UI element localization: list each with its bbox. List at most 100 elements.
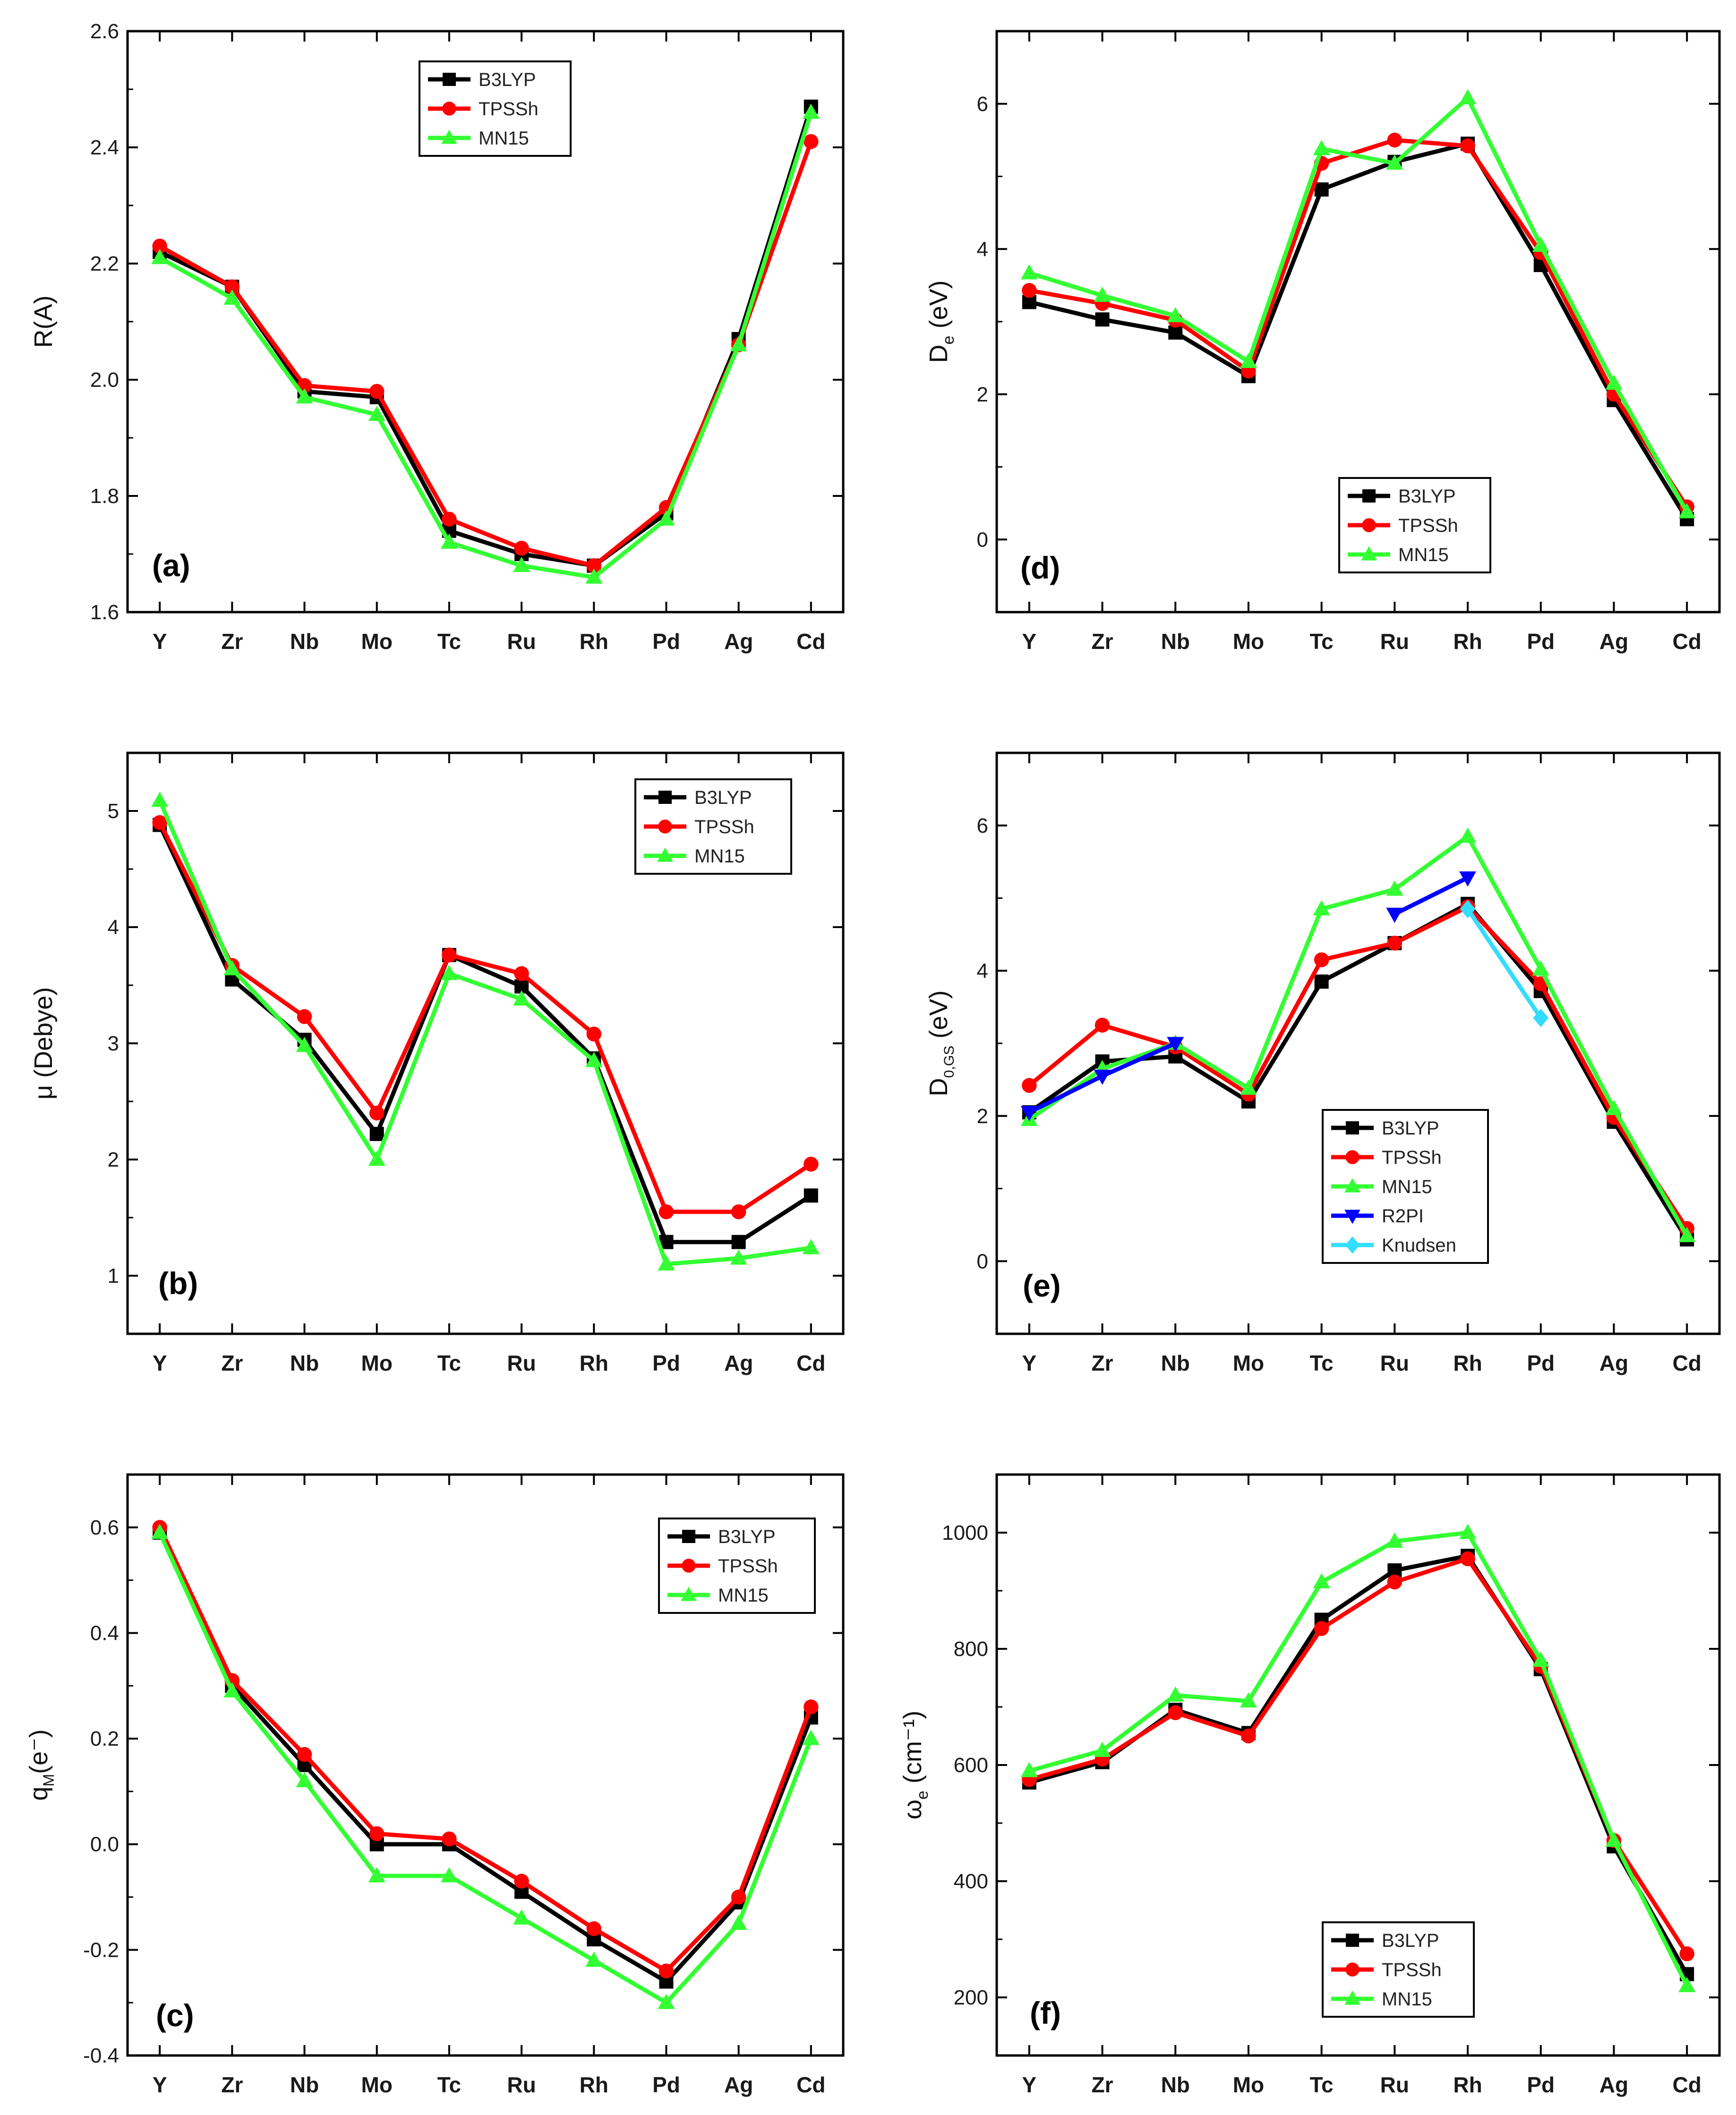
- data-point-tpssh: [1460, 1551, 1475, 1567]
- y-tick-label: 6: [977, 93, 988, 116]
- x-tick-label: Pd: [652, 1351, 680, 1375]
- legend-label-mn15: MN15: [479, 128, 529, 149]
- series-line-tpssh: [158, 141, 813, 568]
- panel-d-legend: B3LYP TPSSh MN15: [1338, 477, 1491, 573]
- legend-label-mn15: MN15: [1382, 1177, 1432, 1197]
- series-line-tpssh: [158, 1526, 813, 1973]
- data-point-tpssh: [297, 1009, 312, 1024]
- data-point-mn15: [802, 1730, 820, 1745]
- y-tick-label: 0.6: [90, 1516, 119, 1539]
- data-point-tpssh: [442, 947, 457, 963]
- legend-marker-b3lyp: [1362, 489, 1376, 503]
- data-point-mn15: [1459, 1524, 1477, 1539]
- y-tick-label: 0.0: [90, 1833, 119, 1856]
- y-tick-label: 5: [108, 800, 119, 823]
- data-point-tpssh: [152, 815, 167, 830]
- y-tick-label: 2.2: [90, 252, 119, 275]
- y-tick-label: 1.8: [90, 485, 119, 508]
- series-mn15: [151, 1524, 820, 2009]
- x-tick-label: Rh: [580, 629, 608, 654]
- data-point-mn15: [368, 1151, 385, 1166]
- data-point-tpssh: [369, 1105, 385, 1121]
- panel-d-y-axis-label-sub: e: [940, 336, 958, 345]
- data-point-r2pi: [1167, 1037, 1184, 1052]
- panel-f-y-axis-label-main: ω: [898, 1799, 927, 1819]
- x-tick-label: Cd: [796, 629, 825, 654]
- data-point-tpssh: [804, 134, 819, 149]
- x-tick-label: Y: [153, 2072, 167, 2097]
- x-tick-label: Tc: [437, 1351, 461, 1375]
- data-point-mn15: [1094, 1741, 1111, 1757]
- data-point-mn15: [1020, 264, 1038, 280]
- data-point-mn15: [440, 964, 458, 980]
- data-point-tpssh: [224, 279, 240, 294]
- panel-d-series: [1020, 89, 1696, 527]
- legend-label-b3lyp: B3LYP: [1382, 1930, 1439, 1951]
- x-tick-label: Ag: [724, 1351, 753, 1375]
- panel-a-legend: B3LYP TPSSh MN15: [419, 60, 572, 157]
- data-point-tpssh: [442, 1831, 457, 1847]
- data-point-r2pi: [1094, 1069, 1111, 1085]
- y-tick-label: 4: [108, 916, 119, 939]
- panel-c-y-axis-label-sub: M: [40, 1774, 57, 1787]
- y-tick-label: 2: [977, 1105, 988, 1128]
- y-tick-label: 2.0: [90, 368, 119, 392]
- data-point-mn15: [296, 388, 313, 404]
- series-line-b3lyp: [1028, 141, 1689, 520]
- series-line-tpssh: [158, 821, 812, 1214]
- series-r2pi: [1020, 871, 1477, 1121]
- data-point-mn15: [658, 510, 675, 526]
- panel-c-ticks: -0.4 -0.2 0.0 0.2 0.4 0.6 Y Zr Nb Mo Tc Ru Rh Pd Ag Cd: [83, 1475, 843, 2097]
- series-mn15: [1020, 1524, 1696, 1992]
- panel-c-y-axis-label-main: q: [25, 1787, 53, 1801]
- data-point-tpssh: [1168, 1705, 1183, 1721]
- legend-label-tpssh: TPSSh: [1382, 1147, 1442, 1168]
- legend-label-mn15: MN15: [694, 846, 745, 867]
- x-tick-label: Nb: [290, 1351, 319, 1375]
- panel-c-tag: (c): [156, 1998, 194, 2033]
- data-point-mn15: [585, 568, 603, 584]
- legend-label-tpssh: TPSSh: [1398, 515, 1458, 536]
- legend-marker-mn15: [1344, 1990, 1360, 2005]
- data-point-tpssh: [586, 1921, 602, 1936]
- series-line-tpssh: [1029, 138, 1689, 508]
- panel-d-tag: (d): [1020, 550, 1060, 585]
- data-point-b3lyp: [1314, 974, 1329, 989]
- data-point-tpssh: [1022, 283, 1037, 298]
- data-point-mn15: [368, 1867, 385, 1883]
- x-tick-label: Y: [1022, 2072, 1037, 2097]
- legend-marker-b3lyp: [658, 791, 672, 804]
- data-point-mn15: [1678, 1977, 1696, 1992]
- legend-label-mn15: MN15: [1382, 1989, 1432, 2010]
- data-point-tpssh: [442, 512, 457, 527]
- series-line-knudsen: [1466, 908, 1543, 1019]
- panel-f-y-axis-label-unit: (cm⁻¹): [898, 1711, 927, 1791]
- data-point-mn15: [730, 336, 747, 351]
- data-point-mn15: [1313, 140, 1330, 155]
- data-point-tpssh: [1387, 936, 1402, 951]
- x-tick-label: Ru: [1380, 1351, 1409, 1375]
- panel-e-ticks: 0 2 4 6 Y Zr Nb Mo Tc Ru Rh Pd Ag Cd: [977, 753, 1719, 1375]
- y-tick-label: 0: [977, 528, 988, 551]
- x-tick-label: Ru: [507, 1351, 536, 1375]
- data-point-mn15: [1240, 1692, 1257, 1708]
- data-point-mn15: [223, 1682, 241, 1697]
- y-tick-label: -0.2: [83, 1938, 119, 1961]
- panel-c-chart: -0.4-0.20.00.20.40.6Y Zr Nb Mo Tc Ru Rh Pd Ag Cd …: [25, 1473, 845, 2097]
- panel-c-series: [151, 1520, 820, 2009]
- legend-marker-tpssh: [1362, 518, 1376, 532]
- x-tick-label: Y: [1022, 629, 1037, 654]
- y-tick-label: 2.4: [90, 136, 119, 159]
- data-point-mn15: [585, 1052, 603, 1067]
- panel-a-tag: (a): [152, 548, 190, 583]
- data-point-mn15: [1678, 1227, 1696, 1242]
- x-tick-label: Zr: [1092, 629, 1113, 654]
- legend-label-tpssh: TPSSh: [718, 1556, 778, 1577]
- x-tick-label: Ru: [507, 629, 536, 654]
- legend-label-tpssh: TPSSh: [479, 99, 539, 119]
- legend-label-b3lyp: B3LYP: [718, 1527, 776, 1547]
- series-line-mn15: [158, 1532, 813, 2005]
- x-tick-label: Ag: [1599, 1351, 1628, 1375]
- data-point-mn15: [513, 1909, 530, 1925]
- legend-marker-mn15: [657, 847, 673, 862]
